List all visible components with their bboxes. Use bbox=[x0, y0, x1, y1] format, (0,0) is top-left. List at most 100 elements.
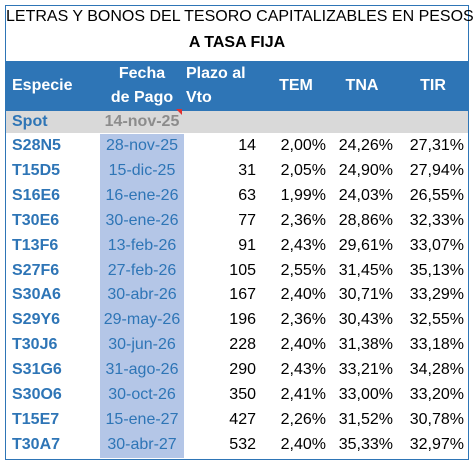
cell-tir: 34,28% bbox=[409, 361, 464, 379]
cell-plazo: 427 bbox=[229, 410, 256, 428]
cell-especie: S30A6 bbox=[12, 286, 61, 304]
cell-tir: 35,13% bbox=[409, 261, 464, 279]
table-row: T30A7 30-abr-27 532 2,40% 35,33% 32,97% bbox=[6, 433, 468, 458]
table-row: S27F6 27-feb-26 105 2,55% 31,45% 35,13% bbox=[6, 259, 468, 284]
table-row: T15E7 15-ene-27 427 2,26% 31,52% 30,78% bbox=[6, 408, 468, 433]
cell-tem: 2,36% bbox=[280, 211, 326, 229]
cell-fecha: 29-may-26 bbox=[103, 311, 181, 329]
cell-fecha: 30-jun-26 bbox=[108, 336, 176, 354]
cell-tna: 24,03% bbox=[338, 186, 393, 204]
cell-tna: 30,71% bbox=[338, 286, 393, 304]
table-row: T30E6 30-ene-26 77 2,36% 28,86% 32,33% bbox=[6, 209, 468, 234]
spot-date: 14-nov-25 bbox=[104, 113, 180, 130]
cell-especie: T30E6 bbox=[12, 211, 60, 229]
cell-plazo: 228 bbox=[229, 336, 256, 354]
cell-plazo: 290 bbox=[229, 361, 256, 379]
spot-label: Spot bbox=[12, 113, 48, 130]
cell-tna: 33,21% bbox=[338, 361, 393, 379]
cell-especie: T30A7 bbox=[12, 435, 61, 453]
cell-plazo: 77 bbox=[238, 211, 256, 229]
cell-tem: 2,00% bbox=[280, 137, 326, 154]
cell-tem: 2,36% bbox=[280, 311, 326, 329]
cell-tna: 30,43% bbox=[338, 311, 393, 329]
cell-tir: 32,55% bbox=[409, 311, 464, 329]
cell-plazo: 532 bbox=[229, 435, 256, 453]
cell-tna: 31,45% bbox=[338, 261, 393, 279]
cell-tir: 33,29% bbox=[409, 286, 464, 304]
cell-especie: S27F6 bbox=[12, 261, 60, 279]
cell-tna: 29,61% bbox=[338, 236, 393, 254]
cell-tem: 2,40% bbox=[280, 435, 326, 453]
cell-tir: 30,78% bbox=[409, 410, 464, 428]
header-tir: TIR bbox=[420, 77, 446, 94]
table-row: S29Y6 29-may-26 196 2,36% 30,43% 32,55% bbox=[6, 308, 468, 333]
cell-especie: S31G6 bbox=[12, 361, 62, 379]
date-column-highlight bbox=[100, 134, 184, 458]
cell-especie: S30O6 bbox=[12, 386, 62, 403]
cell-tem: 2,55% bbox=[280, 261, 326, 279]
cell-tir: 27,31% bbox=[409, 137, 464, 154]
cell-fecha: 30-ene-26 bbox=[105, 211, 179, 229]
cell-plazo: 91 bbox=[238, 236, 256, 254]
header-especie: Especie bbox=[12, 77, 73, 94]
table-row: S16E6 16-ene-26 63 1,99% 24,03% 26,55% bbox=[6, 184, 468, 209]
table-row: S31G6 31-ago-26 290 2,43% 33,21% 34,28% bbox=[6, 358, 468, 383]
cell-fecha: 28-nov-25 bbox=[105, 137, 179, 154]
cell-especie: T15D5 bbox=[12, 161, 61, 179]
cell-tir: 33,07% bbox=[409, 236, 464, 254]
table-title-line1: LETRAS Y BONOS DEL TESORO CAPITALIZABLES… bbox=[6, 8, 474, 25]
cell-especie: T15E7 bbox=[12, 410, 60, 428]
table-header: Especie Fecha de Pago Plazo al Vto TEM T… bbox=[6, 61, 468, 111]
cell-tir: 32,97% bbox=[409, 435, 464, 453]
cell-plazo: 14 bbox=[238, 137, 256, 154]
cell-tem: 2,41% bbox=[280, 386, 326, 403]
cell-fecha: 16-ene-26 bbox=[105, 186, 179, 204]
cell-fecha: 30-oct-26 bbox=[108, 386, 176, 403]
cell-tem: 2,40% bbox=[280, 336, 326, 354]
cell-fecha: 15-dic-25 bbox=[108, 161, 176, 179]
cell-especie: T30J6 bbox=[12, 336, 58, 354]
header-plazo-line1: Plazo al bbox=[186, 65, 246, 82]
header-plazo-line2: Vto bbox=[186, 89, 212, 106]
cell-fecha: 15-ene-27 bbox=[105, 410, 179, 428]
cell-plazo: 350 bbox=[229, 386, 256, 403]
cell-fecha: 27-feb-26 bbox=[107, 261, 177, 279]
table-title-line2: A TASA FIJA bbox=[188, 34, 286, 51]
cell-tna: 35,33% bbox=[338, 435, 393, 453]
cell-tem: 2,43% bbox=[280, 236, 326, 254]
header-tem: TEM bbox=[279, 77, 313, 94]
comment-marker-icon bbox=[176, 109, 182, 115]
cell-tir: 33,20% bbox=[409, 386, 464, 403]
table-row: S28N5 28-nov-25 14 2,00% 24,26% 27,31% bbox=[6, 134, 468, 159]
table-row: T15D5 15-dic-25 31 2,05% 24,90% 27,94% bbox=[6, 159, 468, 184]
cell-tna: 31,38% bbox=[338, 336, 393, 354]
cell-tem: 2,43% bbox=[280, 361, 326, 379]
cell-fecha: 30-abr-27 bbox=[107, 435, 177, 453]
cell-tir: 32,33% bbox=[409, 211, 464, 229]
cell-especie: T13F6 bbox=[12, 236, 59, 254]
cell-plazo: 196 bbox=[229, 311, 256, 329]
cell-tir: 33,18% bbox=[409, 336, 464, 354]
header-fecha-line1: Fecha bbox=[118, 65, 166, 82]
table-row: T30J6 30-jun-26 228 2,40% 31,38% 33,18% bbox=[6, 333, 468, 358]
cell-plazo: 167 bbox=[229, 286, 256, 304]
table-row: T13F6 13-feb-26 91 2,43% 29,61% 33,07% bbox=[6, 234, 468, 259]
table-row: S30A6 30-abr-26 167 2,40% 30,71% 33,29% bbox=[6, 283, 468, 308]
cell-tir: 27,94% bbox=[409, 161, 464, 179]
table-frame: LETRAS Y BONOS DEL TESORO CAPITALIZABLES… bbox=[5, 5, 474, 460]
cell-especie: S28N5 bbox=[12, 137, 61, 154]
cell-tem: 2,26% bbox=[280, 410, 326, 428]
cell-tna: 33,00% bbox=[338, 386, 393, 403]
cell-tem: 1,99% bbox=[280, 186, 326, 204]
cell-especie: S29Y6 bbox=[12, 311, 61, 329]
cell-tna: 24,90% bbox=[338, 161, 393, 179]
cell-tem: 2,05% bbox=[280, 161, 326, 179]
cell-especie: S16E6 bbox=[12, 186, 61, 204]
header-fecha-line2: de Pago bbox=[110, 89, 174, 106]
cell-tem: 2,40% bbox=[280, 286, 326, 304]
cell-tir: 26,55% bbox=[409, 186, 464, 204]
spot-row: Spot 14-nov-25 bbox=[6, 111, 468, 133]
cell-fecha: 30-abr-26 bbox=[107, 286, 177, 304]
cell-tna: 28,86% bbox=[338, 211, 393, 229]
cell-tna: 24,26% bbox=[338, 137, 393, 154]
